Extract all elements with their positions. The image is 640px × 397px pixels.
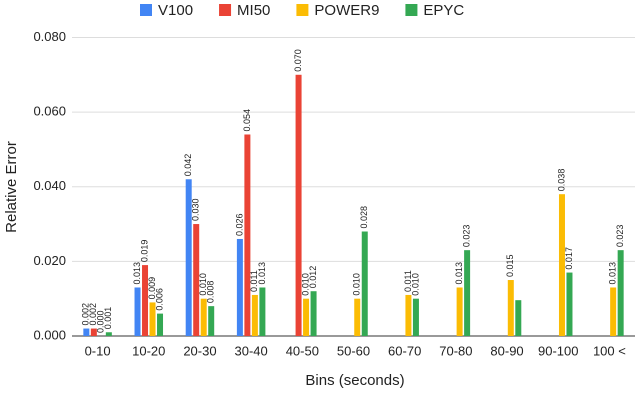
- value-label: 0.010: [300, 273, 310, 296]
- bar: [456, 287, 463, 336]
- legend-label: V100: [158, 2, 193, 19]
- legend-swatch: [296, 4, 309, 16]
- value-label: 0.042: [183, 154, 193, 177]
- value-label: 0.023: [461, 225, 471, 248]
- value-label: 0.006: [154, 288, 164, 311]
- value-label: 0.026: [234, 213, 244, 236]
- x-tick-label: 10-20: [132, 343, 165, 358]
- value-label: 0.011: [249, 270, 259, 292]
- y-axis-title: Relative Error: [3, 141, 20, 233]
- bar: [251, 294, 258, 336]
- legend-label: EPYC: [423, 2, 464, 19]
- value-label: 0.008: [206, 281, 216, 304]
- bar: [412, 298, 419, 336]
- y-tick-label: 0.040: [33, 178, 66, 193]
- bar: [200, 298, 207, 336]
- bar: [259, 287, 266, 336]
- value-label: 0.015: [505, 254, 515, 277]
- value-label: 0.017: [564, 247, 574, 270]
- bar: [610, 287, 617, 336]
- bar: [303, 298, 310, 336]
- value-label: 0.023: [615, 225, 625, 248]
- bar: [149, 302, 156, 336]
- bar: [295, 74, 302, 336]
- bar: [566, 272, 573, 336]
- x-tick-label: 50-60: [337, 343, 370, 358]
- x-tick-label: 80-90: [490, 343, 523, 358]
- bar: [244, 134, 251, 336]
- bar: [157, 313, 164, 336]
- value-label: 0.002: [81, 303, 91, 326]
- bar: [405, 294, 412, 336]
- value-label: 0.002: [88, 303, 98, 326]
- bar: [193, 224, 200, 336]
- bar: [105, 332, 112, 336]
- bar: [185, 179, 192, 336]
- value-label: 0.030: [191, 199, 201, 222]
- x-tick-label: 0-10: [85, 343, 111, 358]
- legend-swatch: [140, 4, 152, 16]
- value-label: 0.009: [147, 277, 157, 300]
- y-tick-label: 0.060: [33, 104, 66, 119]
- y-tick-label: 0.020: [33, 253, 66, 268]
- value-label: 0.013: [454, 262, 464, 285]
- bar: [361, 231, 368, 336]
- y-tick-label: 0.080: [33, 29, 66, 44]
- x-tick-label: 90-100: [538, 343, 578, 358]
- bar: [507, 280, 514, 336]
- x-tick-label: 60-70: [388, 343, 421, 358]
- value-label: 0.070: [293, 49, 303, 72]
- value-label: 0.012: [308, 266, 318, 289]
- bar: [354, 298, 361, 336]
- value-label: 0.013: [257, 262, 267, 285]
- value-label: 0.011: [403, 270, 413, 292]
- value-label: 0.038: [556, 169, 566, 192]
- bar: [310, 291, 317, 336]
- bar: [464, 250, 471, 336]
- x-tick-label: 20-30: [183, 343, 216, 358]
- x-tick-label: 70-80: [439, 343, 472, 358]
- value-label: 0.000: [96, 310, 106, 333]
- bar: [134, 287, 141, 336]
- value-label: 0.019: [139, 240, 149, 263]
- bar: [617, 250, 624, 336]
- x-tick-label: 100 <: [593, 343, 626, 358]
- x-tick-label: 30-40: [235, 343, 268, 358]
- bar: [236, 238, 243, 336]
- value-label: 0.010: [198, 273, 208, 296]
- value-label: 0.010: [352, 273, 362, 296]
- legend-label: POWER9: [314, 2, 379, 19]
- bar: [515, 300, 522, 336]
- bar: [558, 194, 565, 336]
- x-axis-title: Bins (seconds): [305, 372, 404, 389]
- bar: [90, 328, 97, 336]
- legend-label: MI50: [237, 2, 270, 19]
- value-label: 0.013: [608, 262, 618, 285]
- bar: [83, 328, 90, 336]
- bar: [142, 265, 149, 336]
- value-label: 0.054: [242, 109, 252, 132]
- value-label: 0.001: [103, 307, 113, 330]
- legend-swatch: [405, 4, 418, 16]
- value-label: 0.028: [359, 206, 369, 229]
- x-tick-label: 40-50: [286, 343, 319, 358]
- y-tick-label: 0.000: [33, 327, 66, 342]
- value-label: 0.013: [132, 262, 142, 285]
- bar: [208, 306, 215, 336]
- legend-swatch: [219, 4, 232, 16]
- value-label: 0.010: [410, 273, 420, 296]
